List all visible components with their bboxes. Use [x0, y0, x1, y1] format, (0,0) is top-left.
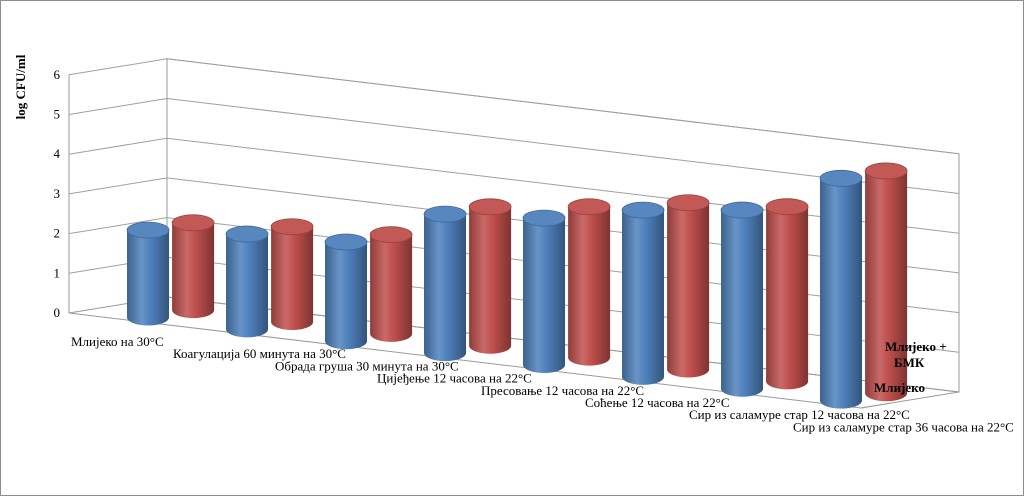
bar-body [271, 226, 314, 330]
bar-body [721, 210, 764, 397]
bar-top [567, 198, 611, 216]
bar-top [324, 233, 368, 251]
y-tick-label: 5 [54, 107, 61, 122]
category-label: Коагулација 60 минута на 30°C [173, 346, 346, 361]
y-tick-label: 1 [54, 265, 61, 280]
bar-body [226, 234, 269, 338]
bar-top [720, 201, 764, 219]
category-label: Пресовање 12 часова на 22°C [481, 383, 644, 398]
bar-front [720, 201, 764, 397]
bar-front [126, 221, 170, 326]
y-tick-label: 2 [54, 226, 61, 241]
series-label-back: Млијеко + [885, 339, 947, 354]
bar-back [369, 226, 413, 342]
bar-body [667, 202, 710, 378]
bar-top [423, 205, 467, 223]
bar-front [522, 209, 566, 373]
bar-front [621, 201, 665, 385]
bar-top [270, 218, 314, 236]
gridline [68, 58, 960, 155]
bar-back [270, 218, 314, 330]
category-label: Сир из саламуре стар 36 часова на 22°C [793, 419, 1014, 434]
bar-top [225, 225, 269, 243]
grid-group [68, 58, 960, 409]
category-label: Цијеђење 12 часова на 22°C [377, 371, 532, 386]
bar-body [622, 210, 665, 385]
y-tick-label: 0 [54, 305, 61, 320]
bar-top [819, 169, 863, 187]
y-axis-title: log CFU/ml [13, 54, 28, 119]
bar-top [666, 194, 710, 212]
bar-body [325, 241, 368, 350]
bar-top [765, 198, 809, 216]
bar-top [621, 201, 665, 219]
category-label: Сир из саламуре стар 12 часова на 22°C [689, 407, 910, 422]
bars-group [126, 162, 908, 409]
depth-axis-line [860, 402, 891, 409]
bar-body [568, 206, 611, 366]
category-label: Обрада груша 30 минута на 30°C [275, 358, 459, 373]
bar-front [324, 233, 368, 350]
bar-front [225, 225, 269, 338]
bar-front [819, 169, 863, 409]
bar-body [820, 178, 863, 409]
bar-body [469, 206, 512, 354]
bar-back [864, 162, 908, 402]
y-tick-label: 6 [54, 67, 61, 82]
bar-front [423, 205, 467, 362]
series-label-back: БМК [894, 355, 925, 370]
bar-back [468, 198, 512, 354]
bar-top [171, 214, 215, 232]
bar-back [765, 198, 809, 390]
y-tick-label: 4 [54, 146, 61, 161]
bar-body [127, 230, 170, 326]
bar-top [126, 221, 170, 239]
bar-back [666, 194, 710, 378]
y-tick-label: 3 [54, 186, 61, 201]
bar-body [172, 222, 215, 319]
bar-back [567, 198, 611, 366]
bar-body [523, 218, 566, 373]
category-label: Соћење 12 часова на 22°C [585, 395, 730, 410]
bar-back [171, 214, 215, 319]
bar-body [370, 234, 413, 342]
bar-top [522, 209, 566, 227]
bar-body [865, 170, 908, 402]
bar-top [468, 198, 512, 216]
bar-top [864, 162, 908, 180]
category-label: Млијеко на 30°C [71, 334, 164, 349]
bar-body [424, 214, 467, 362]
series-label-front: Млијеко [874, 380, 925, 395]
bar-body [766, 206, 809, 390]
bar-top [369, 226, 413, 244]
